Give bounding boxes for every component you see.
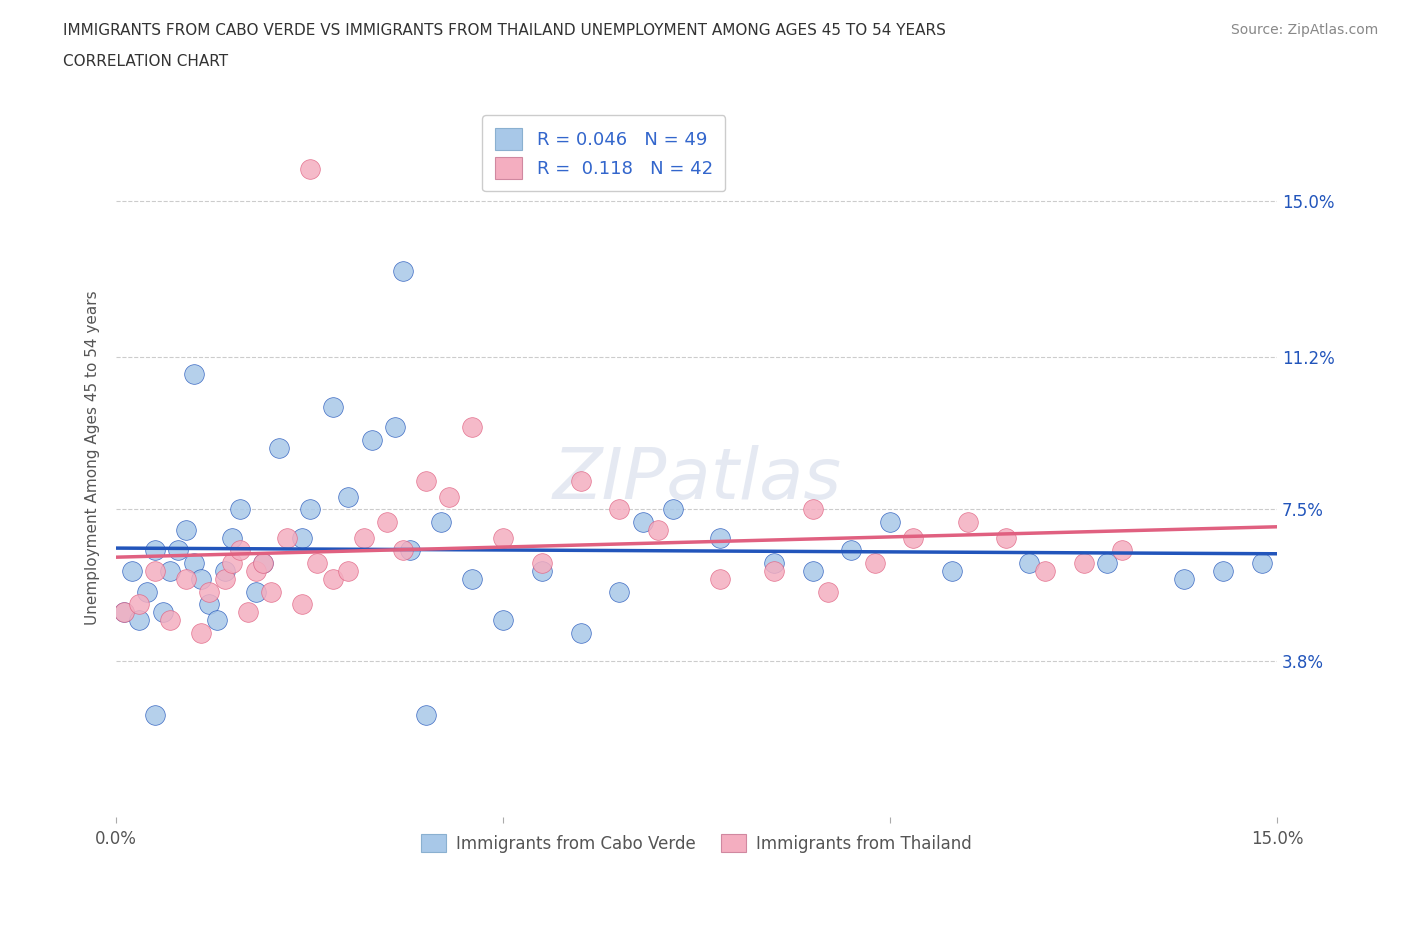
Point [879, 514, 901, 529]
Point [399, 543, 422, 558]
Point [863, 555, 886, 570]
Point [530, 564, 553, 578]
Point [1212, 564, 1234, 578]
Point [245, 564, 267, 578]
Point [1095, 555, 1118, 570]
Point [631, 514, 654, 529]
Point [291, 531, 314, 546]
Point [941, 564, 963, 578]
Point [763, 555, 786, 570]
Point [1033, 564, 1056, 578]
Point [214, 564, 236, 578]
Point [530, 555, 553, 570]
Point [183, 555, 205, 570]
Point [167, 543, 190, 558]
Point [252, 555, 274, 570]
Point [1250, 555, 1272, 570]
Point [1111, 543, 1133, 558]
Point [152, 604, 174, 619]
Point [205, 613, 228, 628]
Point [817, 584, 839, 599]
Point [322, 399, 344, 414]
Point [276, 531, 298, 546]
Point [569, 473, 592, 488]
Text: CORRELATION CHART: CORRELATION CHART [63, 54, 228, 69]
Point [1018, 555, 1040, 570]
Point [214, 572, 236, 587]
Point [267, 440, 290, 455]
Point [221, 531, 243, 546]
Point [322, 572, 344, 587]
Text: IMMIGRANTS FROM CABO VERDE VS IMMIGRANTS FROM THAILAND UNEMPLOYMENT AMONG AGES 4: IMMIGRANTS FROM CABO VERDE VS IMMIGRANTS… [63, 23, 946, 38]
Point [174, 523, 197, 538]
Y-axis label: Unemployment Among Ages 45 to 54 years: Unemployment Among Ages 45 to 54 years [86, 291, 100, 625]
Point [647, 523, 669, 538]
Point [198, 596, 221, 611]
Point [291, 596, 314, 611]
Point [492, 613, 515, 628]
Point [260, 584, 283, 599]
Point [143, 564, 166, 578]
Point [607, 584, 630, 599]
Legend: Immigrants from Cabo Verde, Immigrants from Thailand: Immigrants from Cabo Verde, Immigrants f… [415, 828, 979, 859]
Point [159, 613, 181, 628]
Point [801, 502, 824, 517]
Point [143, 708, 166, 723]
Point [415, 708, 437, 723]
Point [461, 419, 484, 434]
Point [236, 604, 259, 619]
Point [128, 596, 150, 611]
Point [709, 572, 731, 587]
Point [121, 564, 143, 578]
Text: ZIPatlas: ZIPatlas [553, 445, 841, 514]
Point [183, 366, 205, 381]
Point [190, 572, 212, 587]
Point [307, 555, 329, 570]
Point [245, 584, 267, 599]
Point [903, 531, 925, 546]
Point [190, 625, 212, 640]
Point [1073, 555, 1095, 570]
Point [337, 489, 360, 504]
Point [415, 473, 437, 488]
Point [841, 543, 863, 558]
Point [159, 564, 181, 578]
Point [174, 572, 197, 587]
Point [252, 555, 274, 570]
Text: Source: ZipAtlas.com: Source: ZipAtlas.com [1230, 23, 1378, 37]
Point [353, 531, 375, 546]
Point [569, 625, 592, 640]
Point [337, 564, 360, 578]
Point [437, 489, 460, 504]
Point [229, 502, 252, 517]
Point [662, 502, 685, 517]
Point [221, 555, 243, 570]
Point [136, 584, 159, 599]
Point [430, 514, 453, 529]
Point [709, 531, 731, 546]
Point [128, 613, 150, 628]
Point [391, 264, 413, 279]
Point [461, 572, 484, 587]
Point [607, 502, 630, 517]
Point [995, 531, 1018, 546]
Point [801, 564, 824, 578]
Point [360, 432, 382, 447]
Point [391, 543, 413, 558]
Point [198, 584, 221, 599]
Point [112, 604, 135, 619]
Point [112, 604, 135, 619]
Point [956, 514, 979, 529]
Point [1173, 572, 1195, 587]
Point [375, 514, 398, 529]
Point [298, 161, 321, 176]
Point [763, 564, 786, 578]
Point [143, 543, 166, 558]
Point [492, 531, 515, 546]
Point [384, 419, 406, 434]
Point [298, 502, 321, 517]
Point [229, 543, 252, 558]
